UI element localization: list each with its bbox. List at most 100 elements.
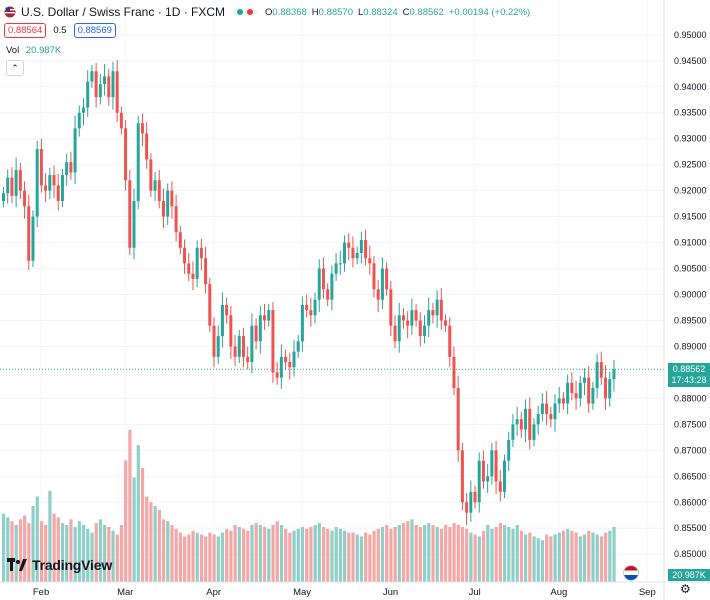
candle-body [338, 263, 342, 265]
volume-bar [494, 526, 498, 582]
volume-bar [254, 523, 258, 582]
candle-body [545, 403, 549, 414]
time-axis[interactable]: Feb Mar Apr May Jun Jul Aug Sep [0, 581, 710, 598]
change-value: +0.00194 (+0.22%) [448, 6, 531, 18]
volume-bar [115, 534, 119, 582]
volume-bar [587, 530, 591, 582]
trade-buttons: 0.88564 0.5 0.88569 [4, 23, 116, 38]
volume-bar [385, 525, 389, 582]
candle-body [103, 76, 107, 85]
volume-bar [128, 430, 132, 582]
candle-body [124, 128, 128, 181]
candle-body [237, 336, 241, 357]
volume-bar [166, 521, 170, 582]
volume-bar [305, 528, 309, 582]
candle-body [48, 175, 52, 191]
price-tick-label: 0.91500 [674, 212, 707, 222]
candle-body [397, 315, 401, 342]
volume-bar [557, 532, 561, 582]
candle-body [435, 299, 439, 316]
candle-body [267, 310, 271, 321]
volume-bar [225, 528, 229, 582]
volume-value: 20.987K [25, 45, 62, 56]
price-tick-label: 0.85500 [674, 523, 707, 533]
price-tick-label: 0.89500 [674, 315, 707, 325]
volume-bar [561, 530, 566, 582]
volume-bar [2, 513, 6, 582]
candle-body [368, 258, 372, 264]
close-label: C [402, 6, 410, 18]
candle-body [296, 341, 300, 352]
candle-body [549, 413, 553, 420]
time-tick-label: Feb [33, 587, 49, 598]
volume-bar [317, 523, 321, 582]
candle-body [208, 284, 212, 326]
candle-body [566, 382, 570, 404]
volume-bar [161, 519, 166, 582]
volume-bar [90, 532, 94, 582]
collapse-legend-button[interactable]: ⌃ [6, 60, 24, 76]
volume-bar [153, 506, 157, 582]
volume-bar [524, 534, 528, 582]
volume-badge: 20.987K [668, 569, 710, 581]
settings-gear-icon[interactable]: ⚙ [680, 582, 691, 596]
candle-body [107, 76, 111, 98]
volume-bar [498, 523, 502, 582]
candle-body [44, 185, 48, 191]
volume-bar [31, 506, 35, 582]
candle-body [14, 169, 18, 196]
candle-body [2, 193, 5, 202]
sell-price-button[interactable]: 0.88564 [4, 23, 47, 38]
volume-bar [511, 528, 515, 582]
volume-bar [486, 525, 490, 582]
market-status[interactable] [233, 8, 258, 16]
volume-bar [296, 528, 300, 582]
candle-body [86, 81, 90, 108]
symbol-flag-icon [4, 6, 16, 18]
volume-bar [284, 528, 288, 582]
volume-bar [250, 525, 254, 582]
candle-body [233, 346, 237, 357]
candle-body [216, 336, 220, 357]
candle-body [132, 201, 136, 248]
symbol-title[interactable]: U.S. Dollar / Swiss Franc · 1D · FXCM [21, 5, 226, 19]
candle-body [414, 310, 418, 321]
volume-bar [439, 528, 444, 582]
candle-body [98, 84, 102, 98]
candle-body [528, 408, 532, 440]
candle-body [351, 247, 355, 259]
candle-body [536, 413, 540, 425]
candle-body [258, 315, 262, 342]
volume-bar [140, 468, 145, 582]
candle-body [246, 356, 250, 363]
volume-bar [208, 532, 212, 582]
volume-legend[interactable]: Vol 20.987K [6, 45, 61, 56]
price-tick-label: 0.93500 [674, 108, 707, 118]
price-tick-label: 0.90500 [674, 264, 707, 274]
volume-bar [460, 526, 465, 582]
volume-bar [338, 528, 342, 582]
chart-header: U.S. Dollar / Swiss Franc · 1D · FXCM O0… [4, 3, 530, 21]
volume-bar [321, 526, 326, 582]
volume-bar [368, 534, 372, 582]
price-axis[interactable]: 0.95000 0.94500 0.94000 0.93500 0.93000 0.925… [663, 0, 707, 600]
tradingview-logo[interactable]: TradingView [7, 557, 112, 573]
candle-body [578, 382, 582, 399]
price-tick-label: 0.92500 [674, 160, 707, 170]
volume-bar [14, 525, 18, 582]
volume-bar [347, 532, 351, 582]
volume-bar [204, 536, 208, 582]
volume-bar [330, 530, 334, 582]
volume-bar [237, 526, 241, 582]
candle-body [94, 71, 98, 98]
candle-body [77, 112, 81, 129]
candle-body [477, 460, 481, 503]
volume-bar [540, 540, 545, 582]
volume-bar [48, 490, 52, 582]
market-open-dot-icon [237, 9, 244, 15]
buy-price-button[interactable]: 0.88569 [73, 23, 116, 38]
candle-body [582, 377, 586, 383]
volume-bar [275, 521, 279, 582]
candle-body [456, 388, 460, 451]
